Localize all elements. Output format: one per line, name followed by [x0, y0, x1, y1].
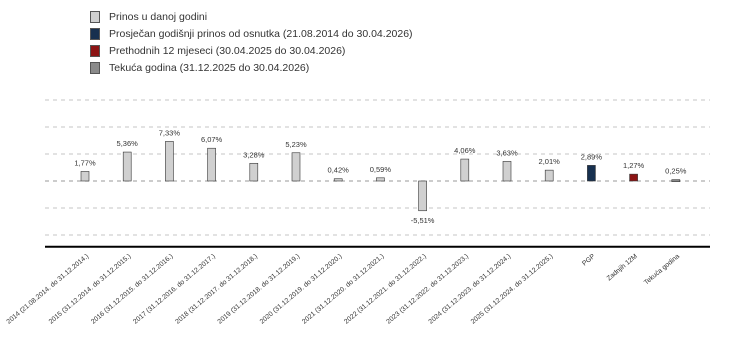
bar-3: [207, 147, 216, 182]
data-label-1: 5,36%: [117, 139, 139, 148]
x-tick-label-8: 2022 (31.12.2021. do 31.12.2022.): [343, 253, 428, 326]
x-tick-label-3: 2017 (31.12.2016. do 31.12.2017.): [132, 253, 217, 326]
legend-label-annual: Prinos u danoj godini: [109, 10, 208, 23]
data-label-0: 1,77%: [74, 158, 96, 167]
x-tick-label-10: 2024 (31.12.2023. do 31.12.2024.): [428, 253, 513, 326]
x-tick-label-14: Tekuća godina: [643, 253, 681, 287]
data-label-10: 3,63%: [496, 148, 518, 157]
data-label-6: 0,42%: [328, 166, 350, 175]
legend-label-ytd: Tekuća godina (31.12.2025 do 30.04.2026): [109, 61, 310, 74]
legend-swatch-12m: [90, 44, 100, 57]
x-tick-label-2: 2016 (31.12.2015. do 31.12.2016.): [90, 253, 175, 326]
x-tick-label-9: 2023 (31.12.2022. do 31.12.2023.): [385, 253, 470, 326]
legend-swatch-ytd: [90, 61, 100, 74]
bar-14: [671, 179, 681, 182]
legend-swatch-average: [90, 27, 100, 40]
x-tick-label-1: 2015 (31.12.2014. do 31.12.2015.): [48, 253, 133, 326]
x-tick-label-7: 2021 (31.12.2020. do 31.12.2021.): [301, 253, 386, 326]
bar-8: [418, 180, 427, 212]
x-tick-label-11: 2025 (31.12.2024. do 31.12.2025.): [470, 253, 555, 326]
bar-2: [165, 141, 174, 182]
data-label-8: -5,51%: [411, 216, 435, 225]
data-label-7: 0,59%: [370, 165, 392, 174]
x-tick-label-4: 2018 (31.12.2017. do 31.12.2018.): [174, 253, 259, 326]
x-tick-label-5: 2019 (31.12.2018. do 31.12.2019.): [217, 253, 302, 326]
legend-item-average-return: Prosječan godišnji prinos od osnutka (21…: [90, 25, 413, 42]
data-label-4: 3,28%: [243, 150, 265, 159]
legend-label-12m: Prethodnih 12 mjeseci (30.04.2025 do 30.…: [109, 44, 346, 57]
legend-item-ytd: Tekuća godina (31.12.2025 do 30.04.2026): [90, 59, 413, 76]
x-tick-label-0: 2014 (21.08.2014. do 31.12.2014.): [6, 253, 91, 326]
data-label-14: 0,25%: [665, 167, 687, 176]
data-label-13: 1,27%: [623, 161, 645, 170]
bar-13: [629, 173, 638, 182]
bar-0: [80, 171, 90, 182]
data-label-2: 7,33%: [159, 128, 181, 137]
data-label-11: 2,01%: [539, 157, 561, 166]
bar-4: [249, 162, 259, 182]
legend-swatch-annual: [90, 10, 100, 23]
bar-5: [291, 152, 301, 182]
x-tick-label-12: PGP: [581, 253, 597, 268]
x-tick-label-6: 2020 (31.12.2019. do 31.12.2020.): [259, 253, 344, 326]
data-label-5: 5,23%: [285, 140, 307, 149]
data-label-12: 2,89%: [581, 152, 603, 161]
bar-10: [502, 161, 512, 182]
legend-label-average: Prosječan godišnji prinos od osnutka (21…: [109, 27, 413, 40]
bar-12: [587, 165, 596, 182]
x-tick-label-13: Zadnjih 12M: [606, 253, 639, 283]
chart-legend: Prinos u danoj godini Prosječan godišnji…: [90, 8, 413, 76]
data-label-3: 6,07%: [201, 135, 223, 144]
legend-item-annual-return: Prinos u danoj godini: [90, 8, 413, 25]
bar-1: [122, 151, 132, 182]
bar-11: [544, 169, 554, 182]
bar-6: [333, 178, 343, 182]
legend-item-last-12-months: Prethodnih 12 mjeseci (30.04.2025 do 30.…: [90, 42, 413, 59]
data-label-9: 4,06%: [454, 146, 476, 155]
bar-7: [376, 177, 385, 182]
bar-9: [460, 158, 470, 182]
